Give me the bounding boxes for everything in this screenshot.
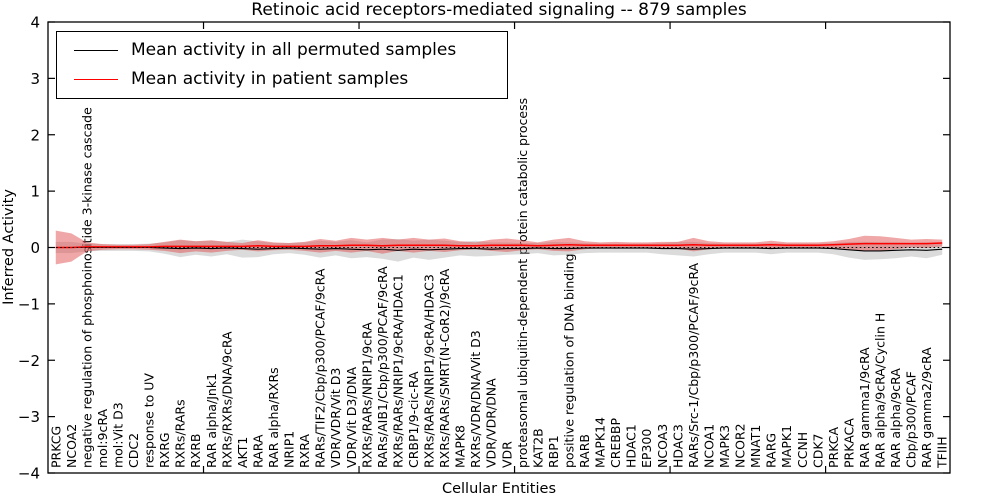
x-category-label: mol:9cRA: [95, 408, 110, 468]
permuted-line-swatch: [74, 50, 118, 51]
chart-legend: Mean activity in all permuted samples Me…: [56, 31, 508, 99]
x-category-label: MAPK3: [717, 425, 732, 468]
x-category-label: VDR/Vit D3/DNA: [344, 367, 359, 468]
x-category-label: AKT1: [235, 437, 250, 468]
x-category-label: PRKACA: [841, 418, 856, 468]
y-tick-label: 0: [30, 239, 40, 257]
x-category-label: VDR/VDR/Vit D3: [328, 368, 343, 468]
x-category-label: RAR alpha/Jnk1: [204, 373, 219, 468]
x-category-label: RARs/AIB1/Cbp/p300/PCAF/9cRA: [375, 266, 390, 468]
x-category-label: RBP1: [546, 435, 561, 468]
legend-label-permuted: Mean activity in all permuted samples: [131, 40, 457, 60]
x-category-label: RAR alpha/RXRs: [266, 367, 281, 468]
x-category-label: RXRs/RARs/NRIP1/9cRA: [359, 322, 374, 468]
x-category-label: CDC2: [126, 433, 141, 468]
x-category-label: RARG: [764, 433, 779, 468]
x-category-label: response to UV: [142, 373, 157, 468]
x-category-label: RXRs/VDR/DNA/Vit D3: [468, 330, 483, 468]
x-category-label: CREBBP: [608, 418, 623, 468]
x-category-label: MNAT1: [748, 425, 763, 468]
x-category-label: RAR alpha/9cRA: [888, 368, 903, 468]
permuted-mean-line: [55, 246, 943, 252]
x-category-label: RXRs/RXRs/DNA/9cRA: [219, 331, 234, 468]
x-category-label: NCOA1: [701, 424, 716, 468]
x-category-label: CDK7: [810, 433, 825, 468]
y-tick-label: 4: [30, 14, 40, 32]
x-category-label: CRBP1/9-cic-RA: [406, 371, 421, 468]
x-axis-label: Cellular Entities: [442, 481, 556, 497]
legend-label-patient: Mean activity in patient samples: [131, 69, 409, 89]
legend-entry-patient: Mean activity in patient samples: [57, 71, 507, 88]
patient-mean-line: [55, 242, 943, 249]
x-category-label: RXRG: [157, 432, 172, 468]
y-tick-label: 2: [30, 126, 40, 144]
x-category-label: mol:Vit D3: [110, 402, 125, 468]
y-tick-label: −4: [18, 465, 40, 483]
x-category-label: MAPK1: [779, 425, 794, 468]
x-category-label: TFIIH: [935, 436, 950, 469]
x-category-label: VDR: [499, 441, 514, 468]
x-category-label: PRKCG: [48, 426, 63, 468]
x-category-label: RXRs/RARs/SMRT(N-CoR2)/9cRA: [437, 268, 452, 468]
x-category-label: positive regulation of DNA binding: [561, 253, 576, 468]
x-category-label: Cbp/p300/PCAF: [904, 371, 919, 468]
y-axis-label: Inferred Activity: [1, 189, 17, 305]
x-category-label: proteasomal ubiquitin-dependent protein …: [515, 98, 530, 468]
x-category-label: NRIP1: [282, 431, 297, 468]
x-category-label: RXRB: [188, 433, 203, 468]
x-category-label: CCNH: [795, 432, 810, 468]
x-category-label: negative regulation of phosphoinositide …: [79, 107, 94, 468]
x-category-label: NCOA3: [655, 424, 670, 468]
x-category-label: KAT2B: [530, 428, 545, 468]
x-category-label: RARs/Src-1/Cbp/p300/PCAF/9cRA: [686, 262, 701, 468]
x-category-label: HDAC3: [670, 424, 685, 468]
x-category-label: EP300: [639, 429, 654, 468]
x-category-label: NCOA2: [64, 424, 79, 468]
chart-title: Retinoic acid receptors-mediated signali…: [251, 0, 747, 20]
x-category-label: NCOR2: [733, 423, 748, 468]
x-category-label: RXRA: [297, 434, 312, 468]
x-category-label: VDR/VDR/DNA: [484, 378, 499, 468]
x-category-label: RXRs/RARs/NRIP1/9cRA/HDAC1: [390, 274, 405, 468]
legend-entry-permuted: Mean activity in all permuted samples: [57, 42, 507, 59]
x-category-label: RAR gamma1/9cRA: [857, 347, 872, 468]
x-category-label: RARA: [250, 434, 265, 468]
y-tick-label: 3: [30, 70, 40, 88]
x-category-label: RAR alpha/9cRA/Cyclin H: [873, 313, 888, 468]
x-category-label: RXRs/RARs/NRIP1/9cRA/HDAC3: [422, 274, 437, 468]
y-tick-label: 1: [30, 183, 40, 201]
y-tick-label: −2: [18, 352, 40, 370]
x-category-label: RARB: [577, 434, 592, 468]
x-category-label: HDAC1: [624, 424, 639, 468]
x-category-label: RARs/TIF2/Cbp/p300/PCAF/9cRA: [313, 268, 328, 468]
x-category-label: MAPK14: [593, 417, 608, 468]
x-category-label: RAR gamma2/9cRA: [919, 347, 934, 468]
y-tick-label: −1: [18, 295, 40, 313]
x-category-label: PRKCA: [826, 427, 841, 468]
patient-line-swatch: [74, 79, 118, 80]
x-category-label: MAPK8: [453, 425, 468, 468]
y-tick-label: −3: [18, 408, 40, 426]
x-category-label: RXRs/RARs: [173, 399, 188, 468]
